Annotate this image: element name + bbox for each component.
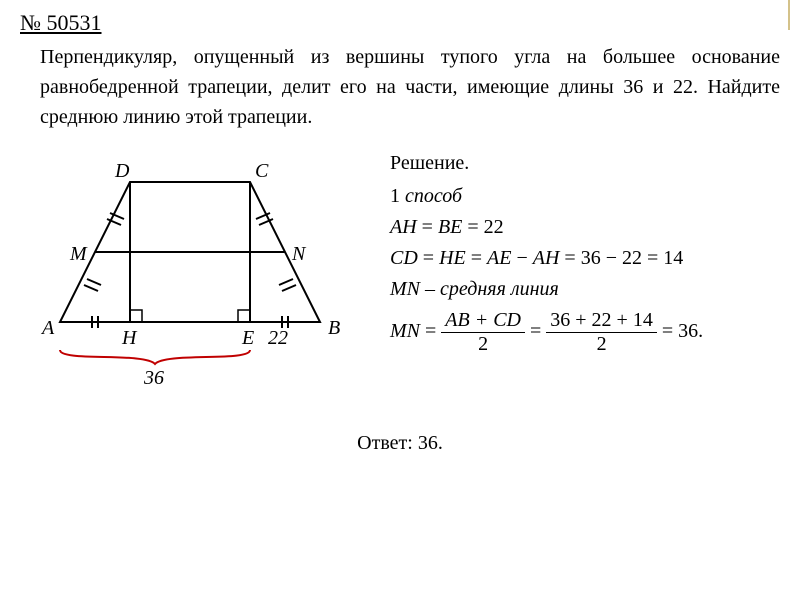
solution-column: Решение. 1 1 способспособ AH = BE = 22 C… (370, 152, 780, 392)
trapezoid-figure: A B C D H E M N 22 36 (20, 152, 370, 392)
pt-B-label: B (328, 317, 340, 339)
solution-line-1: AH = BE = 22 (390, 216, 780, 239)
solution-method: 1 1 способспособ (390, 185, 780, 208)
solution-line-3: MN – средняя линия (390, 278, 780, 301)
pt-E-label: E (241, 327, 254, 349)
page-edge-decoration (788, 0, 790, 30)
seg-22-label: 22 (268, 327, 288, 349)
seg-36-label: 36 (143, 367, 164, 389)
pt-C-label: C (255, 160, 269, 182)
pt-M-label: M (69, 243, 88, 265)
figure-column: A B C D H E M N 22 36 (20, 152, 370, 392)
pt-N-label: N (291, 243, 307, 265)
pt-H-label: H (121, 327, 138, 349)
solution-line-2: CD = HE = AE − AH = 36 − 22 = 14 (390, 247, 780, 270)
content-row: A B C D H E M N 22 36 Решение. 1 1 спосо… (20, 152, 780, 392)
answer-label: Ответ: (357, 432, 413, 454)
pt-D-label: D (114, 160, 130, 182)
answer-value: 36. (418, 432, 443, 454)
solution-heading: Решение. (390, 152, 780, 175)
problem-statement: Перпендикуляр, опущенный из вершины тупо… (40, 42, 780, 132)
solution-line-4: MN = AB + CD 2 = 36 + 22 + 14 2 = 36. (390, 309, 780, 356)
page-content: № 50531 Перпендикуляр, опущенный из верш… (20, 10, 780, 455)
answer-line: Ответ: 36. (20, 432, 780, 455)
problem-number: № 50531 (20, 10, 780, 36)
pt-A-label: A (40, 317, 55, 339)
